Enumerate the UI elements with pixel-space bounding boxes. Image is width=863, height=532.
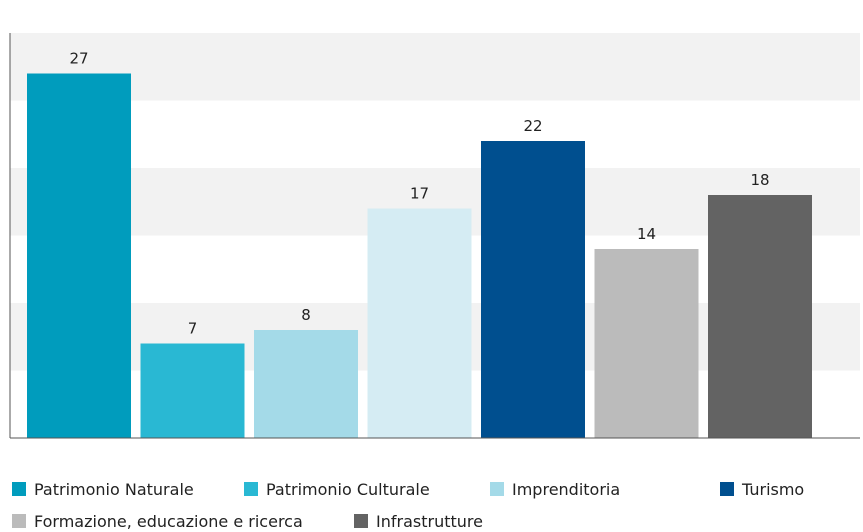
legend-item-formazione: Formazione, educazione e ricerca (12, 510, 303, 532)
value-labels: 27 7 8 17 22 14 18 (69, 50, 769, 338)
axes (9, 33, 860, 439)
bar-value-label: 8 (301, 306, 311, 324)
legend-swatch (12, 482, 26, 496)
grid-band (10, 33, 860, 101)
bar-value-label: 17 (410, 185, 429, 203)
bar (708, 195, 812, 438)
legend-label: Infrastrutture (376, 511, 483, 531)
bar-value-label: 27 (69, 50, 88, 68)
bar (254, 330, 358, 438)
legend-label: Imprenditoria (512, 479, 621, 499)
legend-item-turismo: Turismo (720, 478, 804, 500)
legend-swatch (490, 482, 504, 496)
bars (27, 73, 812, 438)
bar-value-label: 18 (750, 171, 769, 189)
bar-chart: 27 7 8 17 22 14 18 (9, 33, 860, 439)
legend-item-patrimonio-culturale: Patrimonio Culturale (244, 478, 430, 500)
legend-label: Patrimonio Culturale (266, 479, 430, 499)
legend: Patrimonio Naturale Patrimonio Culturale… (12, 472, 857, 532)
bar-value-label: 7 (188, 320, 198, 338)
bar (481, 141, 585, 438)
bar (27, 73, 131, 438)
legend-swatch (244, 482, 258, 496)
bar (367, 208, 472, 438)
legend-label: Formazione, educazione e ricerca (34, 511, 303, 531)
legend-swatch (720, 482, 734, 496)
legend-swatch (354, 514, 368, 528)
bar (594, 249, 699, 438)
bar-value-label: 14 (637, 225, 656, 243)
legend-swatch (12, 514, 26, 528)
legend-item-patrimonio-naturale: Patrimonio Naturale (12, 478, 194, 500)
legend-item-infrastrutture: Infrastrutture (354, 510, 483, 532)
legend-label: Turismo (742, 479, 805, 499)
bar-value-label: 22 (523, 117, 542, 135)
bar (140, 343, 245, 438)
legend-item-imprenditoria: Imprenditoria (490, 478, 620, 500)
legend-label: Patrimonio Naturale (34, 479, 194, 499)
